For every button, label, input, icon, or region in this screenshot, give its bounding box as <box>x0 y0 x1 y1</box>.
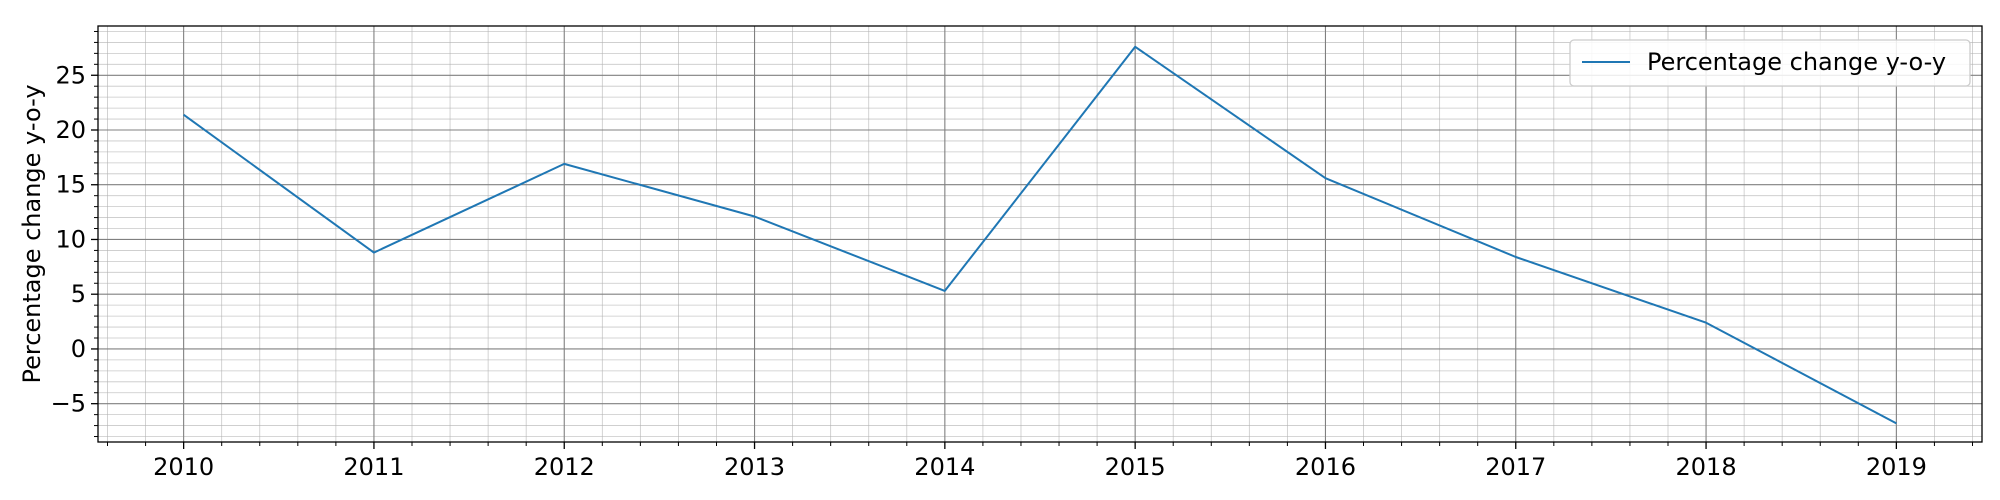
y-tick-label: 25 <box>55 61 86 89</box>
x-tick-label: 2010 <box>153 453 214 481</box>
legend-box <box>1569 39 1971 87</box>
y-tick-label: 10 <box>55 225 86 253</box>
x-tick-label: 2012 <box>534 453 595 481</box>
y-tick-labels: −5 0 5 10 15 20 25 <box>51 61 86 417</box>
x-tick-label: 2011 <box>343 453 404 481</box>
axis-ticks <box>91 30 1973 449</box>
x-tick-label: 2019 <box>1866 453 1927 481</box>
minor-grid <box>98 26 1982 442</box>
series-line-0 <box>183 45 1897 425</box>
y-tick-label: 15 <box>55 171 86 199</box>
legend-label: Percentage change y-o-y <box>1647 48 1946 76</box>
x-tick-label: 2017 <box>1485 453 1546 481</box>
series-layer <box>183 45 1897 425</box>
x-tick-label: 2016 <box>1295 453 1356 481</box>
x-tick-label: 2013 <box>724 453 785 481</box>
y-tick-label: 20 <box>55 116 86 144</box>
y-tick-label: −5 <box>51 390 86 418</box>
legend: Percentage change y-o-y <box>1569 39 1971 87</box>
major-grid <box>98 26 1982 442</box>
y-tick-label: 5 <box>71 280 86 308</box>
x-tick-label: 2015 <box>1105 453 1166 481</box>
plot-area-frame <box>97 25 1983 443</box>
x-tick-label: 2014 <box>914 453 975 481</box>
y-tick-label: 0 <box>71 335 86 363</box>
x-tick-labels: 2010 2011 2012 2013 2014 2015 2016 2017 2018 2019 <box>153 453 1927 481</box>
x-tick-label: 2018 <box>1676 453 1737 481</box>
y-axis-label: Percentage change y-o-y <box>18 84 46 383</box>
